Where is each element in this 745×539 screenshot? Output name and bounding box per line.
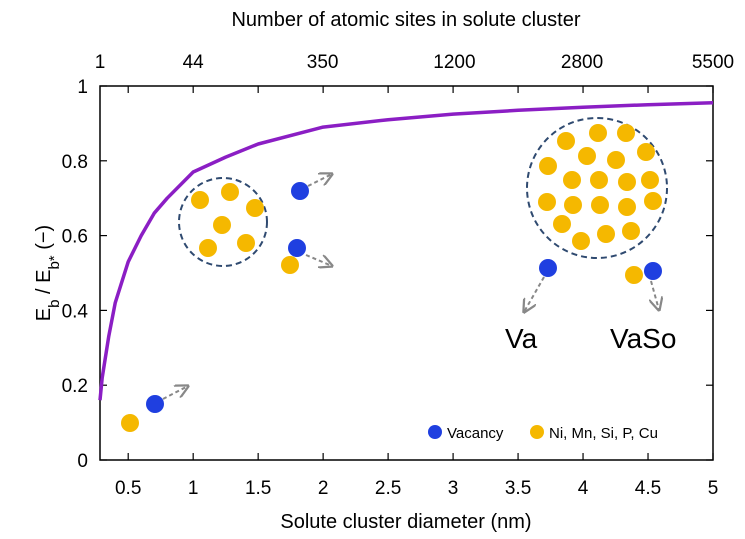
x-tick-label: 3 [448,478,459,499]
y-tick-label: 0.4 [62,301,89,322]
atom [553,215,571,233]
atom [607,151,625,169]
top-tick-label: 1 [95,52,106,73]
annotation: Va [505,323,538,354]
atom [191,191,209,209]
legend-label: Vacancy [447,425,504,442]
y-tick-label: 0.6 [62,227,88,248]
atom [597,225,615,243]
atom [622,222,640,240]
arrow [307,174,332,187]
atom [199,239,217,257]
top-tick-label: 350 [307,52,339,73]
legend-marker [428,425,442,439]
atom [288,239,306,257]
top-tick-label: 5500 [692,52,734,73]
arrow [305,254,332,266]
atom [572,232,590,250]
atom [539,259,557,277]
y-tick-label: 0.2 [62,376,88,397]
x-tick-label: 3.5 [505,478,531,499]
y-axis-title-part: E [33,308,55,321]
atom [146,395,164,413]
atom [637,143,655,161]
arrow [162,386,188,400]
y-tick-label: 1 [77,77,88,98]
top-tick-label: 44 [183,52,205,73]
x-tick-label: 2 [318,478,329,499]
y-tick-label: 0 [77,451,88,472]
x-tick-label: 5 [708,478,719,499]
arrow [524,276,545,312]
atom [281,256,299,274]
atom [291,182,309,200]
atom [644,192,662,210]
atom [618,173,636,191]
atom [564,196,582,214]
x-tick-label: 4 [578,478,589,499]
atom [121,414,139,432]
atom [590,171,608,189]
y-axis-title: Eb / Eb* (−) [33,225,63,321]
cluster-outline [526,117,668,259]
atom [246,199,264,217]
atom [644,262,662,280]
x-tick-label: 1.5 [245,478,271,499]
atom [589,124,607,142]
y-axis-title-part: / E [33,270,55,300]
x-tick-label: 4.5 [635,478,661,499]
plot-frame [99,85,714,461]
x-axis-title: Solute cluster diameter (nm) [280,511,531,533]
x-tick-label: 1 [188,478,199,499]
y-axis-title-part: b [46,300,63,308]
y-axis-title-part: b* [46,255,63,269]
atom [237,234,255,252]
x-tick-label: 2.5 [375,478,401,499]
atom [578,147,596,165]
atom [221,183,239,201]
atom [213,216,231,234]
top-axis-title: Number of atomic sites in solute cluster [231,9,580,31]
annotation: VaSo [610,323,676,354]
top-tick-label: 1200 [433,52,475,73]
atom [618,198,636,216]
atom [563,171,581,189]
atom [539,157,557,175]
atom [538,193,556,211]
legend-marker [530,425,544,439]
data-line [98,101,714,401]
atom [641,171,659,189]
atom [617,124,635,142]
atom [591,196,609,214]
atom [557,132,575,150]
atom [625,266,643,284]
x-tick-label: 0.5 [115,478,141,499]
y-tick-label: 0.8 [62,152,88,173]
y-axis-title-part: (−) [33,225,55,256]
top-tick-label: 2800 [561,52,603,73]
cluster-outline [178,177,268,267]
legend-label: Ni, Mn, Si, P, Cu [549,425,658,442]
arrow [651,280,659,310]
